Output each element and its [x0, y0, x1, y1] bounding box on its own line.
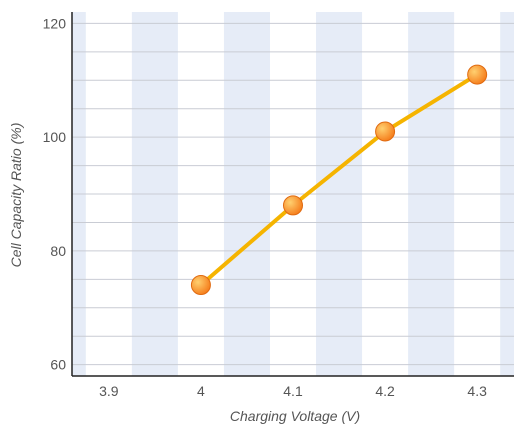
horizontal-gridlines	[72, 22, 514, 366]
data-point	[467, 64, 488, 85]
series-layer	[190, 64, 488, 295]
data-point	[375, 121, 396, 142]
y-tick-label: 80	[50, 243, 66, 259]
x-tick-label: 3.9	[99, 383, 119, 399]
y-tick-label: 100	[43, 129, 67, 145]
series-line	[198, 72, 480, 287]
x-tick-label: 4	[197, 383, 205, 399]
x-tick-label: 4.2	[375, 383, 395, 399]
x-tick-labels: 3.9 4 4.1 4.2 4.3	[99, 383, 487, 399]
y-tick-labels: 60 80 100 120	[43, 15, 67, 372]
x-tick-label: 4.3	[467, 383, 487, 399]
y-tick-label: 120	[43, 15, 67, 31]
data-point	[283, 195, 303, 216]
x-tick-label: 4.1	[283, 383, 303, 399]
y-axis-title: Cell Capacity Ratio (%)	[8, 123, 24, 268]
axes	[71, 12, 514, 377]
data-point	[190, 275, 211, 295]
y-tick-label: 60	[50, 357, 66, 373]
x-axis-title: Charging Voltage (V)	[230, 408, 360, 424]
